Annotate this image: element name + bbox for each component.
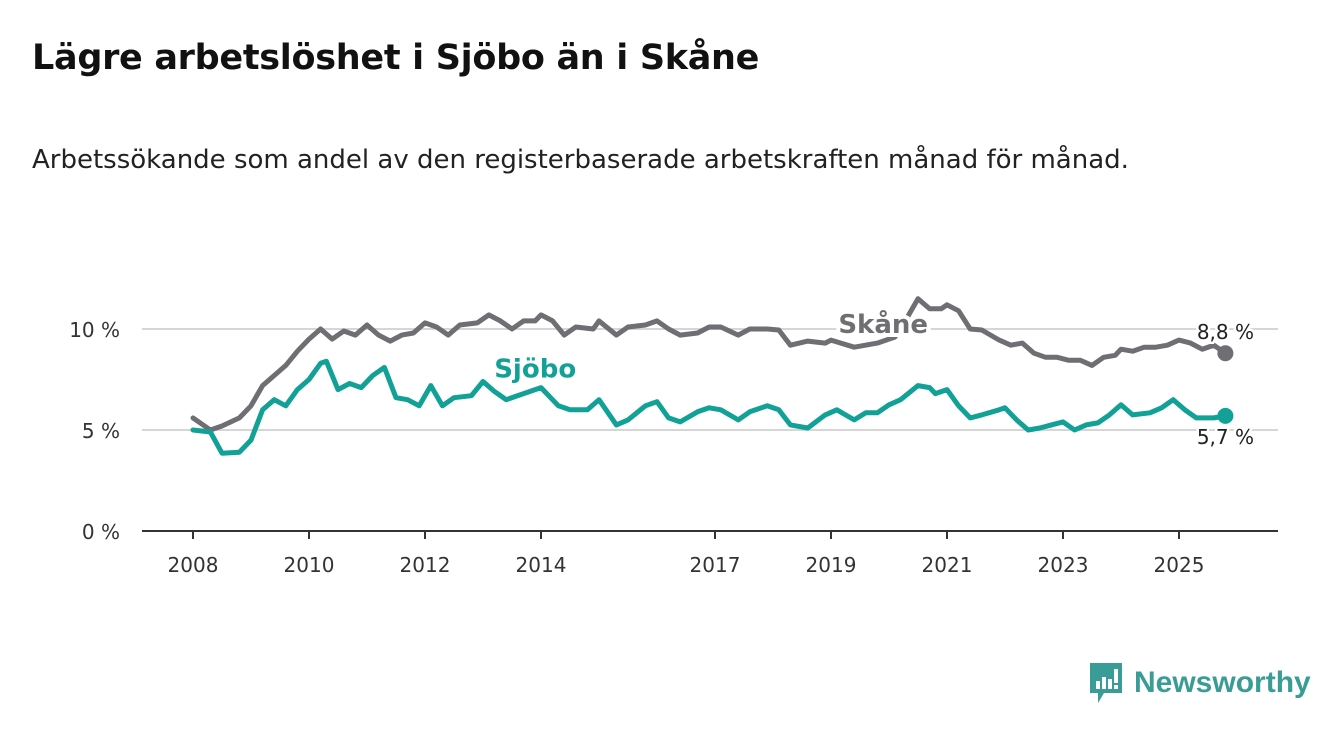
y-tick-label: 5 % <box>82 419 120 443</box>
x-tick-label: 2021 <box>922 553 973 577</box>
series-name-label: Skåne <box>838 308 928 340</box>
chart-subtitle: Arbetssökande som andel av den registerb… <box>32 145 1129 175</box>
series-lines <box>190 296 1234 456</box>
y-tick-label: 10 % <box>69 318 120 342</box>
y-axis: 0 % 5 % 10 % <box>69 318 120 544</box>
series-end-label: 8,8 % <box>1197 320 1254 344</box>
series-end-point <box>1217 407 1234 424</box>
x-axis: 2008 2010 2012 2014 2017 2019 2021 2023 2025 <box>142 530 1278 577</box>
series-end-point <box>1217 345 1234 362</box>
x-tick-label: 2023 <box>1038 553 1089 577</box>
x-tick-label: 2017 <box>690 553 741 577</box>
chart-title: Lägre arbetslöshet i Sjöbo än i Skåne <box>32 38 760 78</box>
newsworthy-logo-text: Newsworthy <box>1134 666 1311 699</box>
x-tick-label: 2012 <box>400 553 451 577</box>
series-end-label: 5,7 % <box>1197 425 1254 449</box>
x-tick-label: 2010 <box>284 553 335 577</box>
x-tick-label: 2014 <box>516 553 567 577</box>
series-name-label: Sjöbo <box>494 354 576 384</box>
x-tick-label: 2019 <box>806 553 857 577</box>
x-tick-label: 2008 <box>168 553 219 577</box>
series-line-sjöbo <box>190 358 1228 456</box>
newsworthy-logo-icon <box>1090 663 1122 703</box>
newsworthy-logo: Newsworthy <box>1088 661 1311 705</box>
series-line-skåne <box>190 296 1228 433</box>
y-tick-label: 0 % <box>82 520 120 544</box>
series-labels: 8,8 % Skåne 5,7 % Sjöbo <box>490 304 1256 451</box>
x-tick-label: 2025 <box>1154 553 1205 577</box>
